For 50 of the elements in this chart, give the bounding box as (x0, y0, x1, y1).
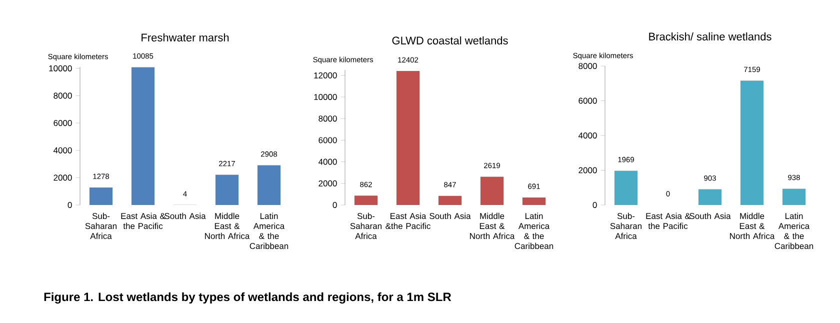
y-tick-label: 4000 (53, 147, 72, 154)
bar (354, 196, 378, 205)
bar (698, 189, 722, 205)
y-tick-label: 10000 (314, 94, 337, 100)
y-tick-label: 10000 (49, 65, 72, 72)
bar (257, 165, 281, 205)
bar (438, 196, 462, 205)
x-tick-label: Middle East & North Africa (470, 212, 515, 240)
chart-title: Freshwater marsh (142, 33, 229, 42)
bar (782, 188, 806, 205)
x-tick-label: Sub-Saharan Africa (85, 212, 117, 240)
y-tick-label: 8000 (318, 116, 337, 122)
x-tick-label: Latin America & the Caribbean (250, 212, 288, 250)
y-tick-label: 0 (332, 202, 337, 208)
y-tick-label: 0 (592, 202, 597, 208)
x-tick-label: South Asia (690, 212, 731, 220)
bar (396, 71, 420, 205)
y-tick-label: 6000 (54, 120, 72, 126)
y-tick-label: 4000 (578, 132, 597, 138)
x-tick-label: Latin America & the Caribbean (774, 212, 814, 250)
y-tick-label: 12000 (314, 72, 337, 78)
chart-title: GLWD coastal wetlands (392, 36, 508, 44)
bar (480, 176, 504, 205)
y-tick-label: 6000 (318, 137, 337, 144)
bar (215, 174, 239, 205)
x-tick-label: East Asia & the Pacific (121, 212, 166, 230)
x-tick-label: Sub-Saharan Africa (610, 212, 642, 240)
y-tick-label: 8000 (578, 63, 597, 70)
bar (131, 67, 155, 205)
x-tick-label: East Asia & the Pacific (646, 212, 690, 230)
y-tick-label: 4000 (318, 158, 337, 165)
x-tick-label: East Asia &the Pacific (386, 212, 430, 230)
x-tick-label: Latin America & the Caribbean (514, 212, 554, 250)
y-tick-label: 2000 (54, 174, 72, 181)
x-tick-label: Middle East & North Africa (730, 212, 775, 240)
bar (89, 188, 113, 205)
bar (522, 198, 546, 205)
y-tick-label: 6000 (578, 98, 597, 104)
x-tick-label: Sub-Saharan Africa (350, 212, 382, 240)
y-tick-label: 0 (68, 202, 72, 208)
x-tick-label: Middle East & North Africa (205, 212, 250, 240)
x-tick-label: South Asia (430, 212, 471, 220)
y-tick-label: 8000 (54, 92, 72, 99)
y-tick-label: 2000 (318, 180, 337, 186)
y-tick-label: 2000 (578, 167, 597, 174)
bar (614, 170, 638, 205)
caption: Figure 1. Lost wetlands by types of wetlands and regions, for a 1m SLR (44, 292, 452, 304)
chart-title: Brackish/ saline wetlands (649, 32, 772, 40)
bar (740, 80, 764, 205)
x-tick-label: South Asia (164, 212, 206, 220)
